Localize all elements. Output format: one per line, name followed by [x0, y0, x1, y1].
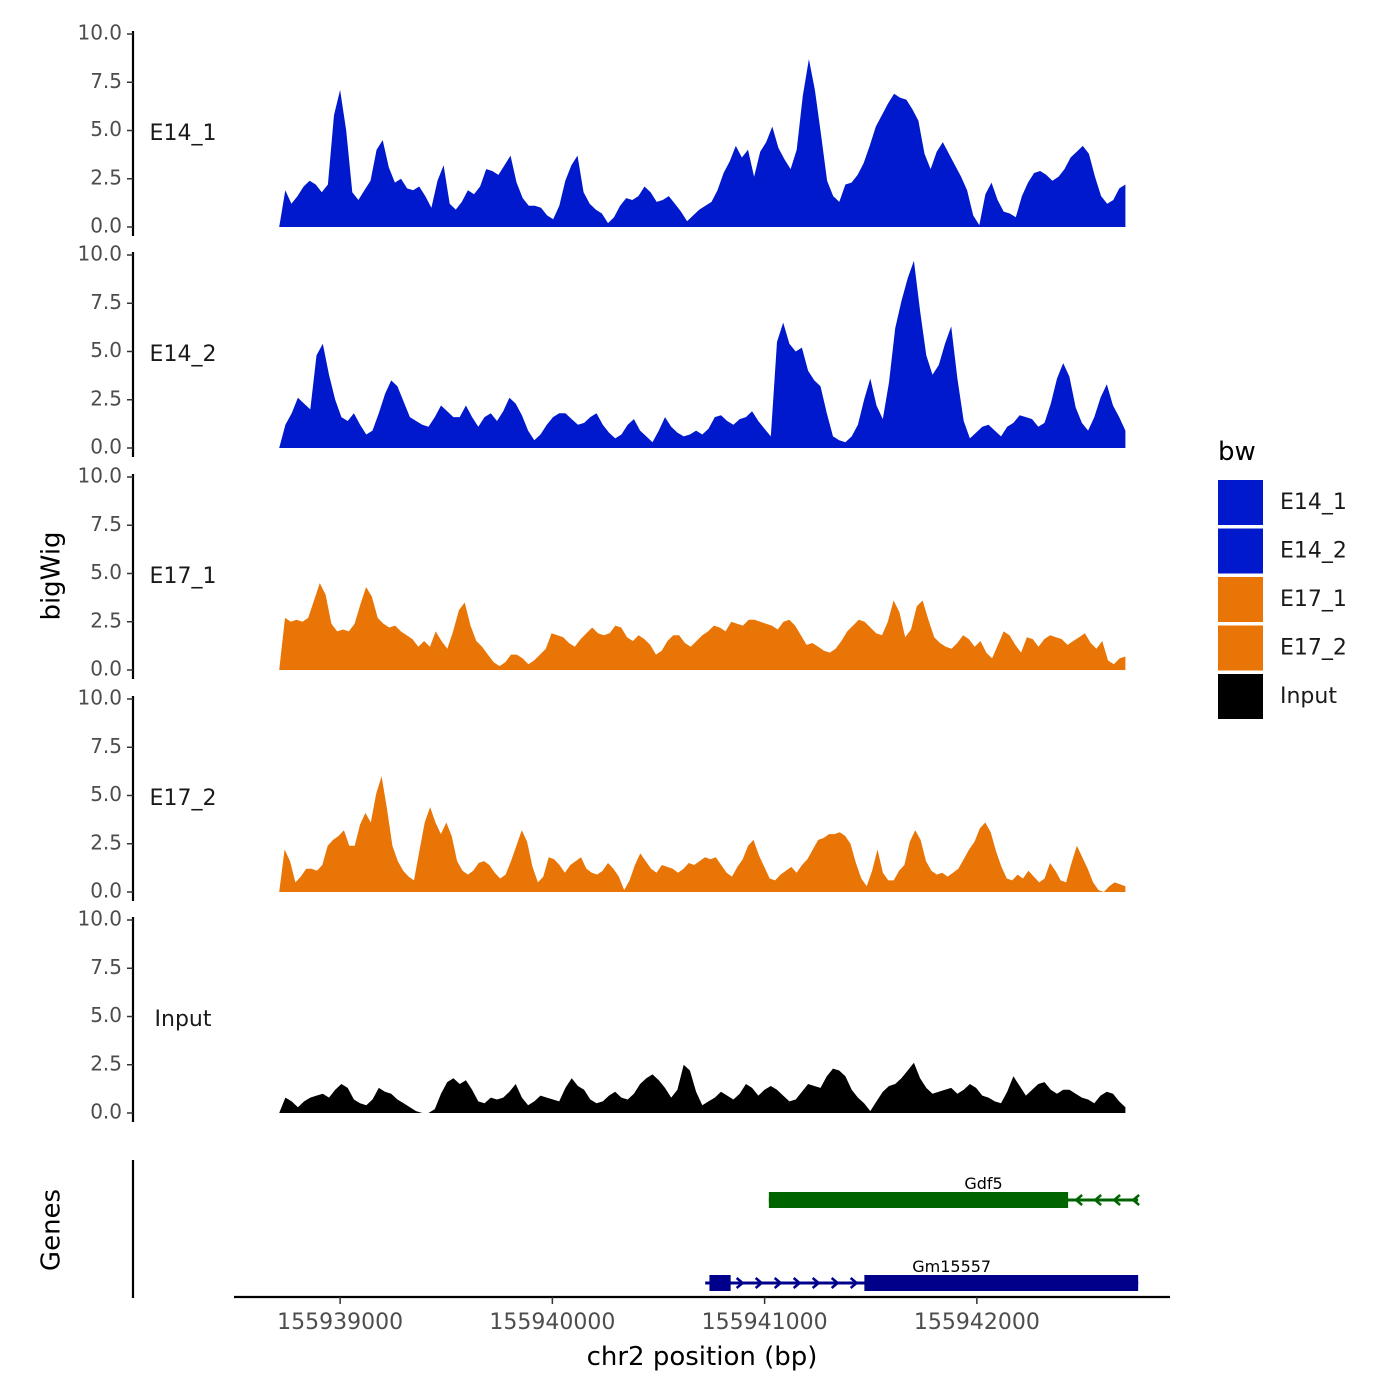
track-E17_2: 0.0 2.5 5.0 7.5 10.0 E17_2	[77, 686, 1126, 903]
y-tick-label: 7.5	[90, 290, 122, 314]
y-tick-label: 2.5	[90, 1051, 122, 1075]
legend-label: Input	[1280, 684, 1337, 709]
y-tick-label: 10.0	[77, 907, 122, 931]
legend-label: E17_2	[1280, 636, 1347, 661]
legend: bw E14_1 E14_2 E17_1 E17_2 Input	[1218, 437, 1347, 719]
y-tick-label: 2.5	[90, 830, 122, 854]
coverage-area-E14_1	[279, 59, 1126, 227]
track-E14_2: 0.0 2.5 5.0 7.5 10.0 E14_2	[77, 242, 1126, 459]
x-tick-label: 155942000	[914, 1310, 1040, 1335]
legend-swatch	[1218, 480, 1263, 525]
gene-Gm15557: Gm15557	[705, 1257, 1139, 1291]
legend-swatch	[1218, 674, 1263, 719]
coverage-area-E17_1	[279, 583, 1126, 670]
y-tick-label: 0.0	[90, 657, 122, 681]
coverage-tracks: 0.0 2.5 5.0 7.5 10.0 E14_1 0.0 2.5 5.0 7.5 10.0 E14…	[77, 21, 1126, 1124]
track-E17_1: 0.0 2.5 5.0 7.5 10.0 E17_1	[77, 464, 1126, 681]
strand-arrow	[849, 1277, 859, 1289]
x-axis: 155939000 155940000 155941000 155942000	[234, 1295, 1170, 1335]
gene-track: Gdf5 Gm15557	[131, 1160, 1140, 1298]
y-tick-label: 5.0	[90, 117, 122, 141]
y-tick-label: 7.5	[90, 955, 122, 979]
y-tick-label: 10.0	[77, 21, 122, 45]
gene-Gdf5: Gdf5	[768, 1174, 1140, 1208]
coverage-area-Input	[279, 1062, 1126, 1113]
track-label: E14_1	[150, 121, 217, 146]
strand-arrow	[811, 1277, 821, 1289]
strand-arrow	[754, 1277, 764, 1289]
coverage-area-E14_2	[279, 260, 1126, 448]
gene-exon	[709, 1275, 731, 1291]
x-axis-title: chr2 position (bp)	[587, 1342, 818, 1372]
y-tick-label: 2.5	[90, 608, 122, 632]
y-tick-label: 5.0	[90, 782, 122, 806]
y-tick-label: 7.5	[90, 512, 122, 536]
track-label: E17_2	[150, 786, 217, 811]
y-tick-label: 0.0	[90, 435, 122, 459]
gene-exon	[768, 1192, 1069, 1208]
gene-label: Gdf5	[964, 1174, 1002, 1193]
gene-label: Gm15557	[912, 1257, 991, 1276]
track-E14_1: 0.0 2.5 5.0 7.5 10.0 E14_1	[77, 21, 1126, 238]
y-tick-label: 7.5	[90, 69, 122, 93]
genes-axis-title: Genes	[37, 1189, 67, 1271]
legend-label: E14_2	[1280, 539, 1347, 564]
strand-arrow	[1074, 1194, 1083, 1206]
strand-arrow	[1093, 1194, 1102, 1206]
legend-swatch	[1218, 625, 1263, 671]
track-label: E17_1	[150, 564, 217, 589]
y-tick-label: 5.0	[90, 338, 122, 362]
y-tick-label: 2.5	[90, 386, 122, 410]
strand-arrow	[773, 1277, 783, 1289]
track-label: Input	[155, 1007, 212, 1032]
y-tick-label: 7.5	[90, 734, 122, 758]
legend-title: bw	[1218, 437, 1256, 467]
x-tick-label: 155939000	[277, 1310, 403, 1335]
strand-arrow	[792, 1277, 802, 1289]
strand-arrow	[1131, 1194, 1140, 1206]
legend-swatch	[1218, 577, 1263, 622]
x-tick-label: 155940000	[489, 1310, 615, 1335]
y-tick-label: 0.0	[90, 214, 122, 238]
y-tick-label: 0.0	[90, 879, 122, 903]
y-tick-label: 5.0	[90, 560, 122, 584]
legend-swatch	[1218, 528, 1263, 574]
legend-label: E17_1	[1280, 587, 1347, 612]
y-tick-label: 10.0	[77, 464, 122, 488]
y-tick-label: 0.0	[90, 1100, 122, 1124]
track-label: E14_2	[150, 342, 217, 367]
gene-exon	[864, 1275, 1139, 1291]
x-tick-label: 155941000	[702, 1310, 828, 1335]
y-tick-label: 10.0	[77, 686, 122, 710]
strand-arrow	[735, 1277, 745, 1289]
strand-arrow	[830, 1277, 840, 1289]
strand-arrow	[1112, 1194, 1121, 1206]
coverage-area-E17_2	[279, 776, 1126, 892]
y-tick-label: 10.0	[77, 242, 122, 266]
legend-label: E14_1	[1280, 490, 1347, 515]
y-tick-label: 5.0	[90, 1003, 122, 1027]
y-tick-label: 2.5	[90, 165, 122, 189]
y-axis-title: bigWig	[37, 531, 67, 620]
track-Input: 0.0 2.5 5.0 7.5 10.0 Input	[77, 907, 1126, 1124]
